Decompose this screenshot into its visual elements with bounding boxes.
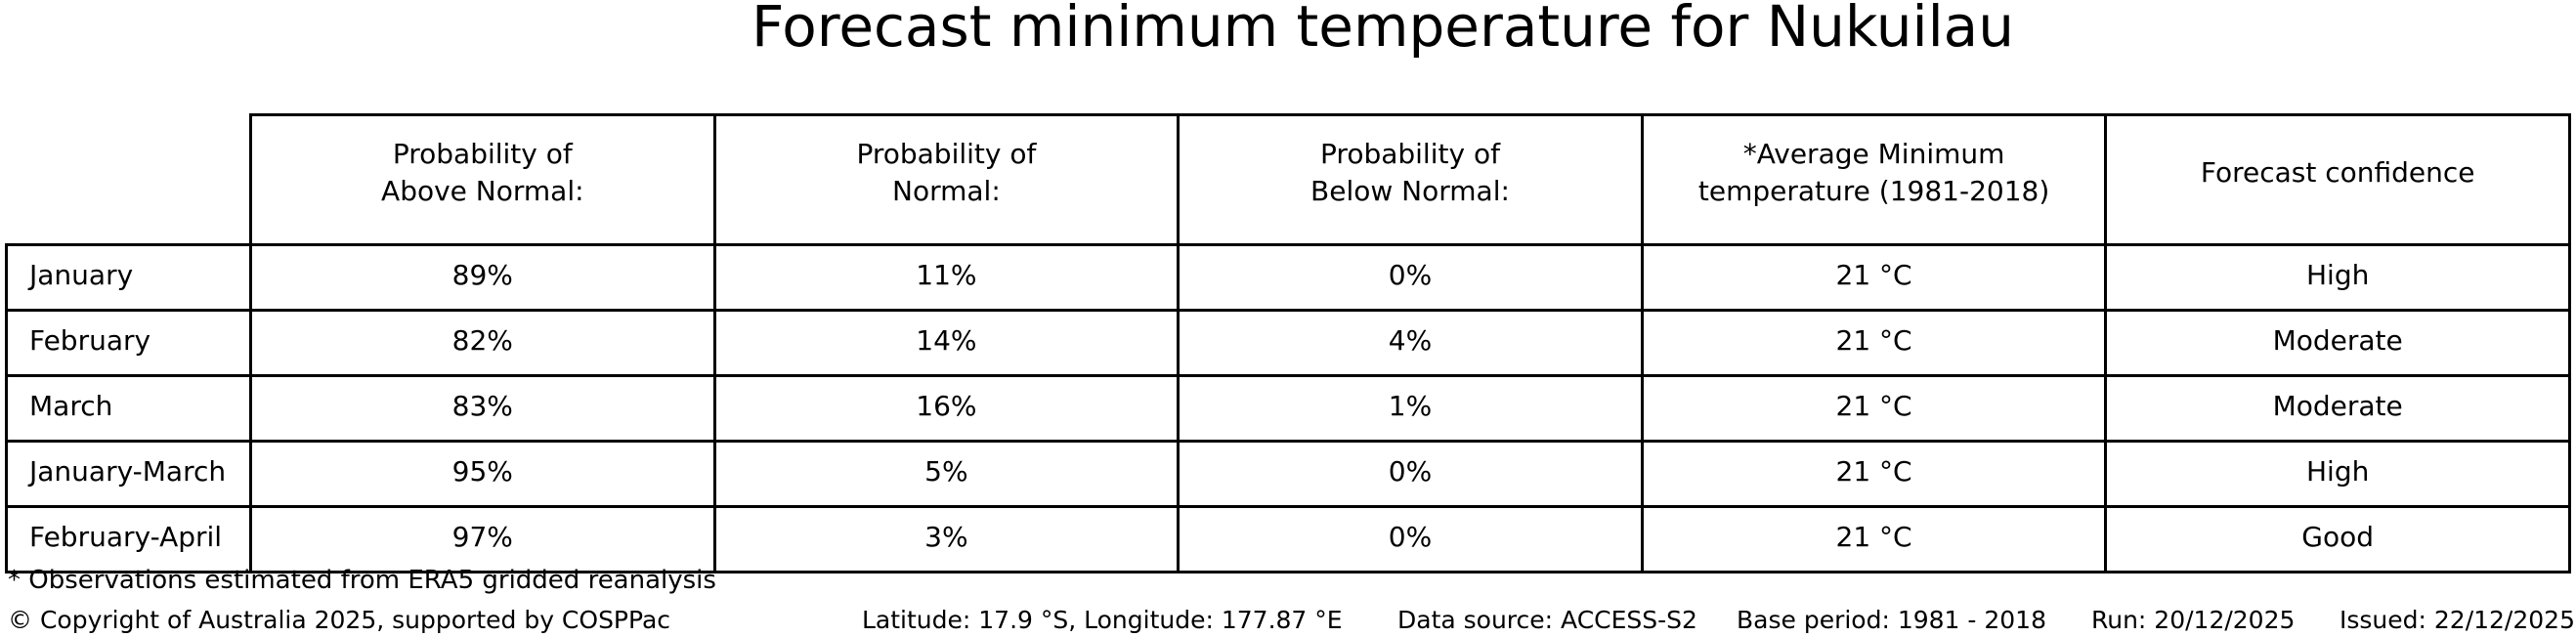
data-source-text: Data source: ACCESS-S2 bbox=[1397, 606, 1697, 634]
location-coordinates: Latitude: 17.9 °S, Longitude: 177.87 °E bbox=[862, 606, 1343, 634]
observations-footnote: * Observations estimated from ERA5 gridd… bbox=[8, 566, 716, 595]
issued-date-text: Issued: 22/12/2025 bbox=[2340, 606, 2575, 634]
column-header-below-normal: Probability of Below Normal: bbox=[1177, 113, 1644, 246]
period-label: February-April bbox=[5, 505, 252, 573]
confidence-value: High bbox=[2104, 440, 2571, 508]
normal-value: 3% bbox=[712, 505, 1181, 573]
above-normal-value: 89% bbox=[249, 243, 716, 312]
table-row: February 82% 14% 4% 21 °C Moderate bbox=[5, 309, 2571, 377]
forecast-table: Probability of Above Normal: Probability… bbox=[5, 113, 2571, 573]
above-normal-value: 95% bbox=[249, 440, 716, 508]
below-normal-value: 4% bbox=[1177, 309, 1644, 377]
average-minimum-value: 21 °C bbox=[1640, 309, 2108, 377]
column-header-forecast-confidence: Forecast confidence bbox=[2104, 113, 2571, 246]
page-title: Forecast minimum temperature for Nukuila… bbox=[751, 0, 2014, 60]
average-minimum-value: 21 °C bbox=[1640, 243, 2108, 312]
column-header-above-normal: Probability of Above Normal: bbox=[249, 113, 716, 246]
normal-value: 14% bbox=[712, 309, 1181, 377]
copyright-text: © Copyright of Australia 2025, supported… bbox=[8, 606, 671, 634]
period-label: January bbox=[5, 243, 252, 312]
period-label: January-March bbox=[5, 440, 252, 508]
below-normal-value: 0% bbox=[1177, 505, 1644, 573]
average-minimum-value: 21 °C bbox=[1640, 505, 2108, 573]
period-label: February bbox=[5, 309, 252, 377]
average-minimum-value: 21 °C bbox=[1640, 374, 2108, 443]
table-row: January-March 95% 5% 0% 21 °C High bbox=[5, 440, 2571, 508]
table-row: February-April 97% 3% 0% 21 °C Good bbox=[5, 505, 2571, 573]
normal-value: 5% bbox=[712, 440, 1181, 508]
above-normal-value: 82% bbox=[249, 309, 716, 377]
below-normal-value: 1% bbox=[1177, 374, 1644, 443]
normal-value: 16% bbox=[712, 374, 1181, 443]
period-label: March bbox=[5, 374, 252, 443]
run-date-text: Run: 20/12/2025 bbox=[2091, 606, 2296, 634]
above-normal-value: 83% bbox=[249, 374, 716, 443]
base-period-text: Base period: 1981 - 2018 bbox=[1737, 606, 2046, 634]
below-normal-value: 0% bbox=[1177, 440, 1644, 508]
confidence-value: Good bbox=[2104, 505, 2571, 573]
corner-cell bbox=[7, 115, 251, 245]
average-minimum-value: 21 °C bbox=[1640, 440, 2108, 508]
above-normal-value: 97% bbox=[249, 505, 716, 573]
table-row: January 89% 11% 0% 21 °C High bbox=[5, 243, 2571, 312]
confidence-value: High bbox=[2104, 243, 2571, 312]
column-header-average-minimum: *Average Minimum temperature (1981-2018) bbox=[1640, 113, 2108, 246]
column-header-normal: Probability of Normal: bbox=[712, 113, 1181, 246]
normal-value: 11% bbox=[712, 243, 1181, 312]
table-header-row: Probability of Above Normal: Probability… bbox=[7, 113, 2571, 246]
confidence-value: Moderate bbox=[2104, 374, 2571, 443]
below-normal-value: 0% bbox=[1177, 243, 1644, 312]
table-row: March 83% 16% 1% 21 °C Moderate bbox=[5, 374, 2571, 443]
confidence-value: Moderate bbox=[2104, 309, 2571, 377]
